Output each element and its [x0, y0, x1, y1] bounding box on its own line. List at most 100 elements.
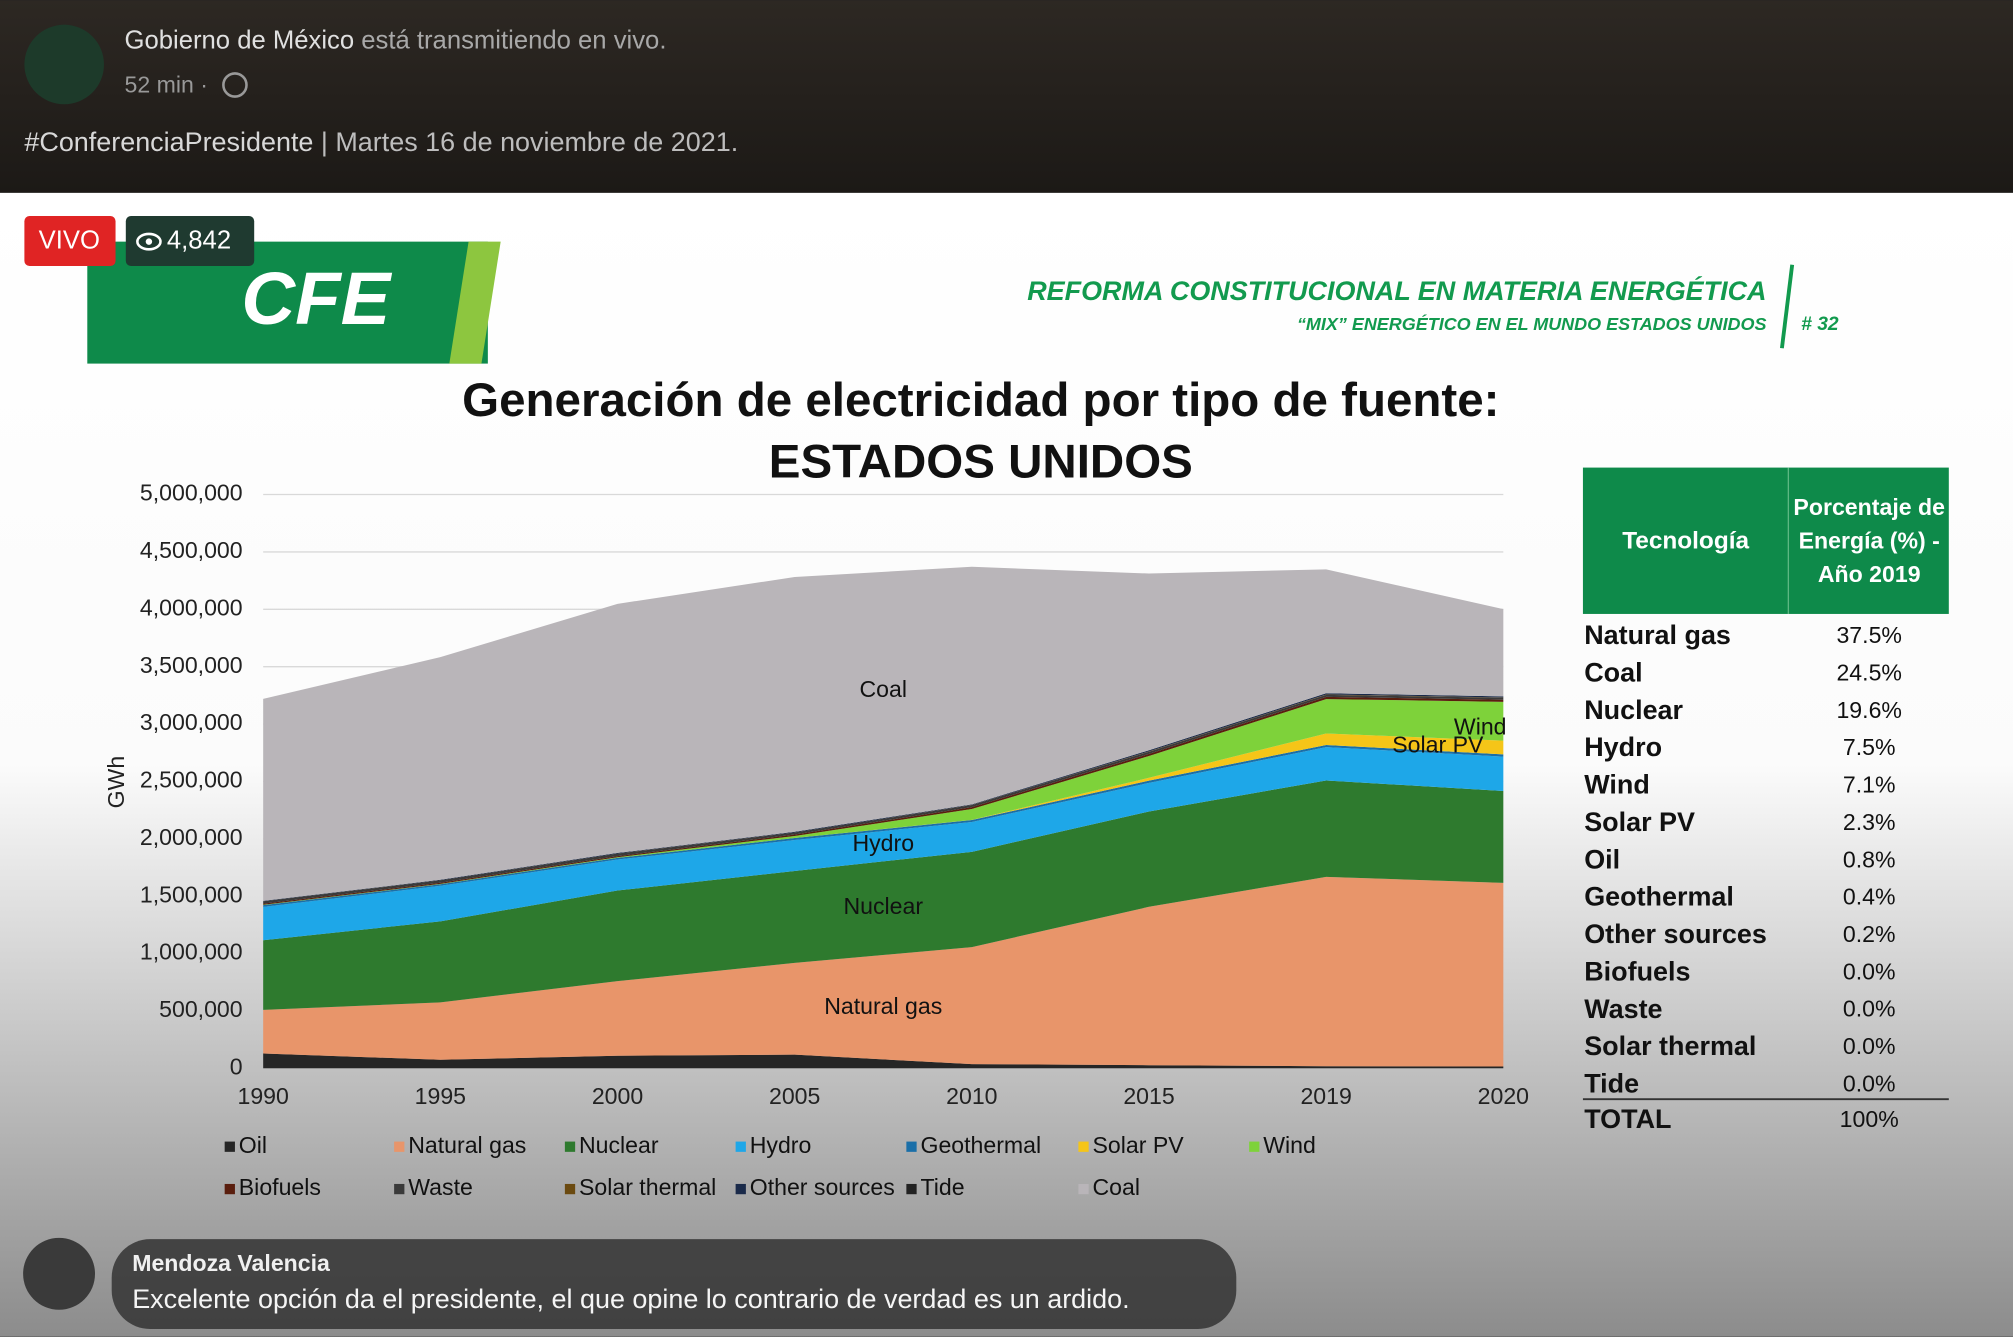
area: [263, 744, 1504, 907]
table-cell: 0.0%: [1843, 1033, 1896, 1059]
table-cell: Biofuels: [1584, 956, 1690, 986]
avatar[interactable]: [24, 24, 104, 105]
area: [263, 780, 1504, 1010]
y-tick-label: 2,000,000: [140, 824, 243, 850]
legend-label: Nuclear: [579, 1132, 659, 1158]
legend-label: Wind: [1263, 1132, 1316, 1158]
table-header-cell: Porcentaje de Energía (%) - Año 2019: [1793, 494, 1945, 587]
table-cell: 24.5%: [1836, 660, 1901, 686]
table-cell: Tide: [1584, 1068, 1639, 1098]
table-cell: 19.6%: [1836, 697, 1901, 723]
slide-heading: REFORMA CONSTITUCIONAL EN MATERIA ENERGÉ…: [1027, 275, 1766, 306]
live-badge: [24, 215, 116, 267]
table-cell: Other sources: [1584, 919, 1767, 949]
legend-swatch: [224, 1183, 235, 1195]
table-header-cell: Tecnología: [1622, 527, 1749, 554]
table-cell: Natural gas: [1584, 620, 1731, 650]
legend-label: Hydro: [750, 1132, 812, 1158]
hashtag[interactable]: #ConferenciaPresidente: [24, 127, 313, 157]
annotation: Natural gas: [824, 993, 942, 1019]
comment-author[interactable]: Mendoza Valencia: [132, 1250, 330, 1276]
table-cell: Solar PV: [1584, 807, 1695, 837]
table-cell: 0.4%: [1843, 884, 1896, 910]
comment-avatar[interactable]: [23, 1237, 96, 1310]
area: [263, 566, 1504, 901]
status: está transmitiendo en vivo.: [361, 26, 666, 54]
legend-swatch: [564, 1183, 576, 1195]
legend-label: Other sources: [750, 1174, 895, 1200]
legend-swatch: [735, 1141, 746, 1152]
x-tick-label: 2015: [1123, 1083, 1174, 1109]
eye-pupil: [145, 238, 153, 245]
table-cell: 2.3%: [1843, 809, 1896, 835]
legend-swatch: [394, 1141, 405, 1152]
legend-swatch: [1078, 1183, 1089, 1195]
y-tick-label: 1,000,000: [140, 939, 243, 965]
x-tick-label: 2005: [769, 1083, 820, 1109]
chart-subtitle: ESTADOS UNIDOS: [769, 436, 1193, 489]
annotation: Solar PV: [1392, 731, 1484, 757]
table-cell: 7.5%: [1843, 734, 1896, 760]
x-tick-label: 2019: [1300, 1083, 1351, 1109]
time: 52 min ·: [125, 71, 208, 97]
globe-icon: [222, 72, 248, 98]
x-tick-label: 2020: [1478, 1083, 1529, 1109]
y-tick-label: 3,500,000: [140, 652, 243, 678]
table-total-value: 100%: [1840, 1106, 1899, 1132]
table-cell: 0.2%: [1843, 921, 1896, 947]
comment: Mendoza Valencia Excelente opción da el …: [23, 1237, 1237, 1330]
table-cell: Solar thermal: [1584, 1031, 1756, 1061]
table-total-label: TOTAL: [1584, 1104, 1671, 1134]
y-tick-label: 1,500,000: [140, 881, 243, 907]
legend-label: Tide: [920, 1174, 964, 1200]
y-tick-label: 5,000,000: [140, 480, 243, 506]
comment-bubble: [111, 1239, 1237, 1330]
table-cell: Nuclear: [1584, 695, 1683, 725]
table-cell: Oil: [1584, 844, 1620, 874]
y-tick-label: 2,500,000: [140, 767, 243, 793]
legend-swatch: [1249, 1141, 1260, 1152]
legend-label: Waste: [408, 1174, 473, 1200]
legend-swatch: [224, 1141, 235, 1152]
table-cell: 0.8%: [1843, 846, 1896, 872]
area: [263, 1053, 1504, 1069]
legend-swatch: [735, 1183, 746, 1195]
legend-label: Oil: [239, 1132, 267, 1158]
table-cell: 0.0%: [1843, 958, 1896, 984]
author[interactable]: Gobierno de México: [125, 26, 355, 54]
x-tick-label: 1995: [415, 1083, 466, 1109]
legend-label: Solar thermal: [579, 1174, 716, 1200]
y-tick-label: 0: [230, 1054, 243, 1080]
table-header: [1582, 467, 1949, 614]
slide-number: # 32: [1801, 314, 1839, 335]
comment-text: Excelente opción da el presidente, el qu…: [132, 1284, 1129, 1314]
caption-text: | Martes 16 de noviembre de 2021.: [321, 127, 738, 157]
divider: [1780, 264, 1795, 349]
x-tick-label: 1990: [237, 1083, 288, 1109]
annotation: Hydro: [852, 830, 914, 856]
area: [263, 876, 1504, 1067]
table-cell: 0.0%: [1843, 996, 1896, 1022]
y-tick-label: 4,500,000: [140, 537, 243, 563]
slide-subheading: “MIX” ENERGÉTICO EN EL MUNDO ESTADOS UNI…: [1297, 313, 1767, 334]
table-cell: Coal: [1584, 658, 1642, 688]
eye-icon: [136, 232, 162, 251]
table-header-wrap: Porcentaje de Energía (%) - Año 2019: [1793, 494, 1945, 587]
chart-title: Generación de electricidad por tipo de f…: [462, 374, 1499, 427]
area: [263, 699, 1504, 906]
caption: #ConferenciaPresidente | Martes 16 de no…: [24, 127, 738, 157]
legend-label: Coal: [1093, 1174, 1141, 1200]
post-title: Gobierno de México está transmitiendo en…: [125, 26, 667, 54]
legend-label: Natural gas: [408, 1132, 526, 1158]
table-cell: Geothermal: [1584, 882, 1734, 912]
table-cell: 7.1%: [1843, 772, 1896, 798]
y-tick-label: 500,000: [159, 996, 242, 1022]
annotation: Nuclear: [843, 893, 923, 919]
legend-swatch: [906, 1183, 917, 1195]
y-tick-label: 3,000,000: [140, 709, 243, 735]
table-cell: Wind: [1584, 770, 1650, 800]
x-tick-label: 2010: [946, 1083, 997, 1109]
legend-swatch: [564, 1141, 576, 1152]
annotation: Wind: [1454, 713, 1507, 739]
